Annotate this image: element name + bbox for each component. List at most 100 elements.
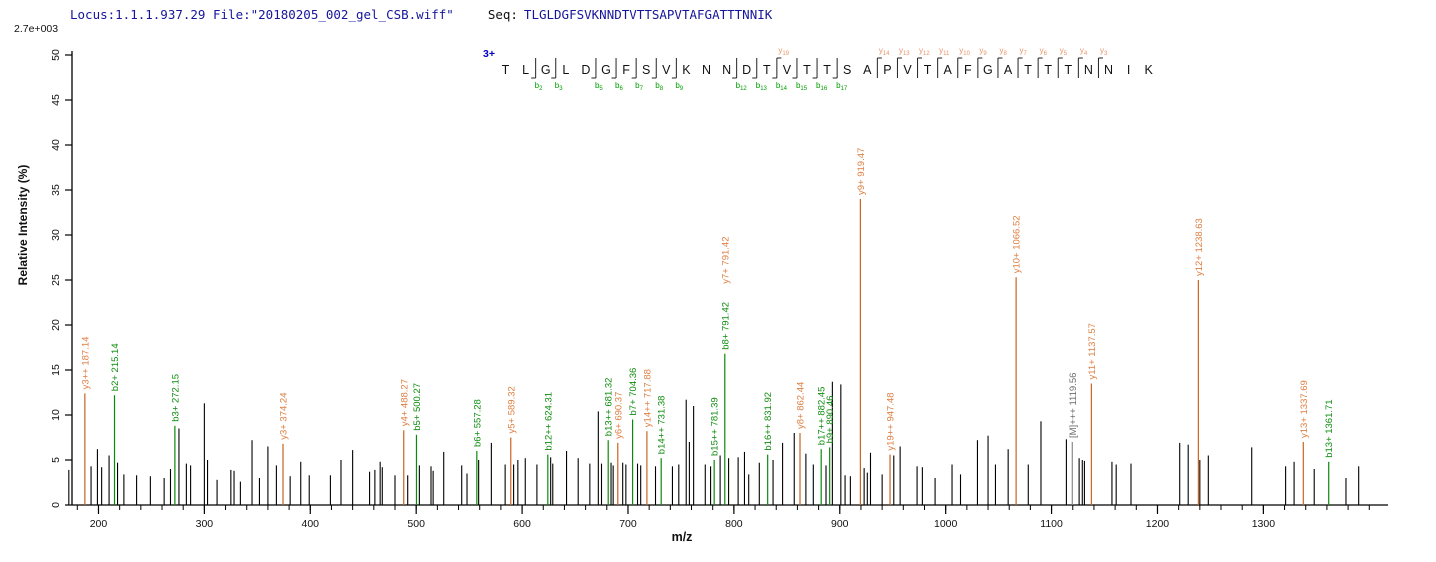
x-tick-label: 1200 — [1146, 518, 1170, 530]
b-ion-mark-label: b7 — [635, 81, 643, 92]
y-ion-mark-label: y10 — [959, 46, 970, 57]
fragment-peak-label: b2+ 215.14 — [110, 343, 121, 391]
fragment-peak-label: y3++ 187.14 — [80, 337, 91, 390]
fragment-peak-label: y12+ 1238.63 — [1194, 218, 1205, 276]
sequence-residue: A — [1004, 63, 1013, 77]
sequence-residue: T — [1044, 63, 1052, 77]
b-ion-mark-label: b12 — [736, 81, 748, 92]
b-ion-mark-label: b5 — [595, 81, 603, 92]
sequence-residue: P — [883, 63, 891, 77]
y-tick-label: 25 — [50, 274, 62, 286]
fragment-peak-label: y14++ 717.88 — [642, 369, 653, 427]
y-tick-label: 0 — [50, 502, 62, 508]
fragment-peak-label: b6+ 557.28 — [472, 399, 483, 447]
x-axis-title: m/z — [672, 530, 693, 544]
fragment-peak-label: b13++ 681.32 — [604, 378, 615, 437]
b-ion-mark-label: b6 — [615, 81, 623, 92]
x-tick-label: 1000 — [934, 518, 958, 530]
sequence-residue: G — [983, 63, 993, 77]
sequence-residue: L — [562, 63, 569, 77]
sequence-residue: F — [964, 63, 972, 77]
x-tick-label: 800 — [725, 518, 743, 530]
x-tick-label: 300 — [196, 518, 214, 530]
y-tick-label: 20 — [50, 319, 62, 331]
sequence-residue: L — [522, 63, 529, 77]
sequence-residue: D — [742, 63, 751, 77]
y-tick-label: 40 — [50, 139, 62, 151]
y-tick-label: 10 — [50, 409, 62, 421]
y-ion-mark-label: y4 — [1080, 46, 1088, 57]
base-peak-intensity: 2.7e+003 — [14, 23, 59, 35]
y-axis-title: Relative Intensity (%) — [16, 165, 30, 286]
sequence-residue: N — [702, 63, 711, 77]
fragment-peak-label: b9+ 890.46 — [825, 396, 836, 444]
y-axis: 0 5 10 15 20 25 30 35 40 45 50 Relative Intensity (… — [16, 49, 73, 508]
precursor-charge-label: 3+ — [483, 48, 495, 60]
y-ion-mark-label: y8 — [999, 46, 1007, 57]
y-ion-mark-label: y11 — [939, 46, 950, 57]
fragment-peak-label: b3+ 272.15 — [170, 374, 181, 422]
b-ion-mark-label: b9 — [675, 81, 683, 92]
sequence-residue: F — [622, 63, 630, 77]
b-ion-mark-label: b13 — [756, 81, 768, 92]
fragment-peak-label: b14++ 731.38 — [657, 396, 668, 455]
sequence-residue: D — [581, 63, 590, 77]
seq-label: Seq: — [487, 7, 518, 22]
fragment-peak-label: y8+ 862.44 — [795, 382, 806, 429]
fragment-peak-label: b7+ 704.36 — [628, 368, 639, 416]
sequence-residue: I — [1127, 63, 1130, 77]
sequence-residue: T — [823, 63, 831, 77]
sequence-residue: N — [722, 63, 731, 77]
y-tick-label: 50 — [50, 49, 62, 61]
y-ion-mark-label: y9 — [979, 46, 987, 57]
peaks-unlabeled — [68, 381, 1360, 505]
fragment-peak-label: b16++ 831.92 — [763, 392, 774, 451]
sequence-residue: V — [662, 63, 671, 77]
y-ion-mark-label: y7 — [1020, 46, 1028, 57]
sequence-residue: T — [502, 63, 510, 77]
fragment-peak-label: b5+ 500.27 — [412, 383, 423, 431]
sequence-text: TLGLDGFSVKNNDTVTTSAPVTAFGATTTNNIK — [523, 7, 773, 22]
fragment-peak-label: y4+ 488.27 — [399, 379, 410, 426]
fragment-peak-label: y9+ 919.47 — [856, 148, 867, 195]
y-tick-label: 35 — [50, 184, 62, 196]
fragment-peak-label: y11+ 1137.57 — [1087, 323, 1098, 379]
sequence-residue: K — [682, 63, 691, 77]
y-tick-label: 15 — [50, 364, 62, 376]
y-ion-mark-label: y6 — [1040, 46, 1048, 57]
sequence-residue: G — [541, 63, 551, 77]
x-tick-label: 600 — [513, 518, 531, 530]
x-tick-label: 1100 — [1040, 518, 1063, 530]
locus-file-text: Locus:1.1.1.937.29 File:"20180205_002_ge… — [70, 7, 454, 22]
x-axis: 200 300 400 500 600 700 800 900 1000 1100 1200 1300… — [72, 504, 1388, 544]
fragment-peak-label: b13+ 1361.71 — [1324, 399, 1335, 457]
y-tick-label: 30 — [50, 229, 62, 241]
fragment-peak-label: b15++ 781.39 — [710, 397, 721, 456]
x-tick-label: 400 — [302, 518, 320, 530]
y-ion-mark-label: y12 — [919, 46, 930, 57]
b-ion-mark-label: b3 — [555, 81, 563, 92]
y-ion-mark-label: y19 — [778, 46, 789, 57]
b-ion-mark-label: b17 — [836, 81, 848, 92]
sequence-residue: N — [1084, 63, 1093, 77]
fragment-peak-label: y10+ 1066.52 — [1012, 215, 1023, 273]
b-ion-mark-label: b16 — [816, 81, 828, 92]
sequence-residue: T — [803, 63, 811, 77]
fragment-peak-label: b8+ 791.42 — [720, 302, 731, 350]
sequence-residue: T — [1024, 63, 1032, 77]
sequence-residue: T — [924, 63, 932, 77]
fragment-peak-label: y7+ 791.42 — [720, 237, 731, 284]
y-ion-mark-label: y5 — [1060, 46, 1068, 57]
x-tick-label: 1300 — [1252, 518, 1276, 530]
x-tick-label: 700 — [619, 518, 637, 530]
fragment-peak-label: y5+ 589.32 — [506, 386, 517, 433]
fragment-peak-label: [M]+++ 1119.56 — [1068, 373, 1079, 438]
sequence-residue: V — [783, 63, 792, 77]
sequence-residue: N — [1104, 63, 1113, 77]
y-ion-mark-label: y13 — [899, 46, 910, 57]
fragment-peak-label: y6+ 690.37 — [613, 392, 624, 439]
sequence-residue: V — [903, 63, 912, 77]
b-ion-mark-label: b8 — [655, 81, 663, 92]
x-tick-label: 900 — [831, 518, 849, 530]
fragment-peak-label: b12++ 624.31 — [543, 392, 554, 451]
